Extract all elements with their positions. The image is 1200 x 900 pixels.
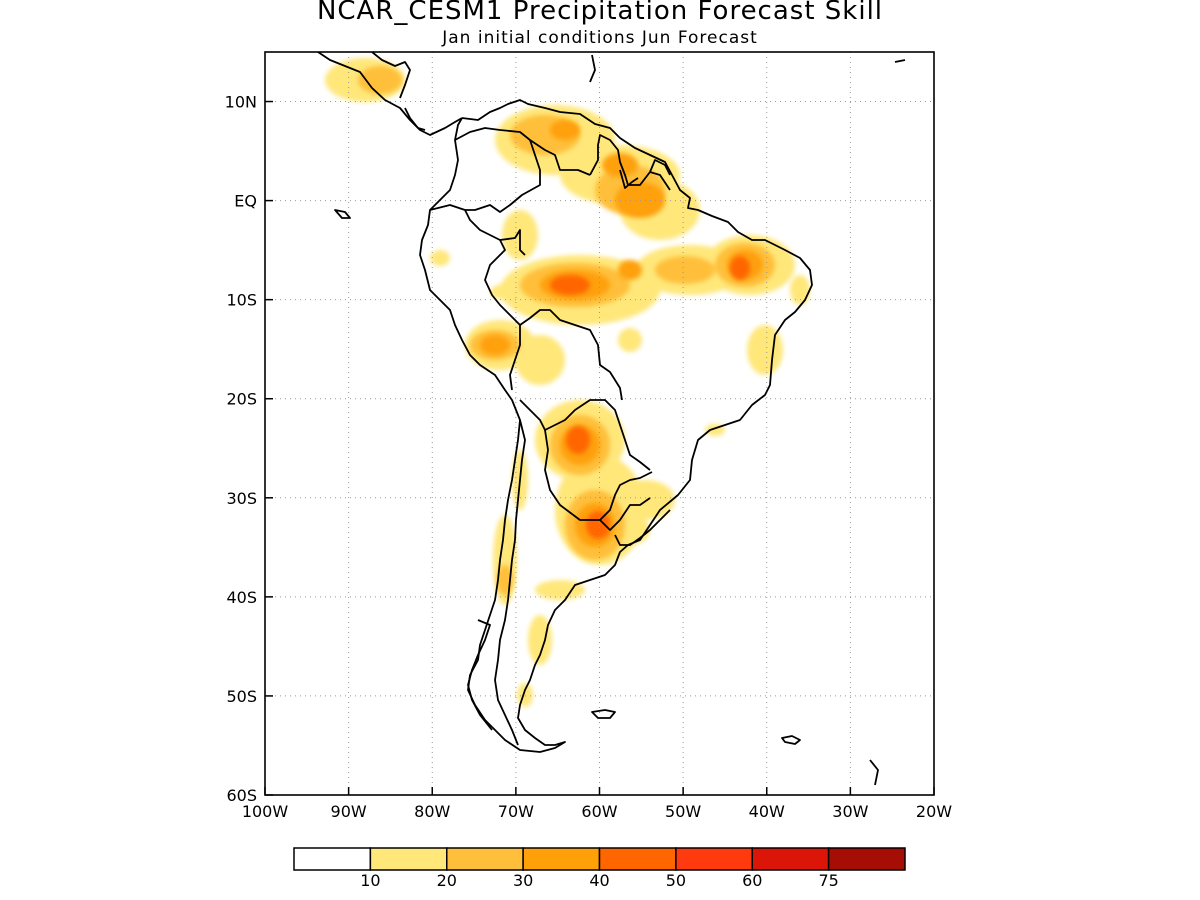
lon-tick-label: 50W [665, 802, 701, 821]
colorbar-swatch [827, 847, 906, 871]
colorbar-swatch [675, 847, 753, 871]
chart-title: NCAR_CESM1 Precipitation Forecast Skill [316, 0, 884, 26]
lat-tick-label: 20S [226, 390, 257, 409]
lon-tick-label: 60W [581, 802, 617, 821]
lon-tick-label: 70W [498, 802, 534, 821]
colorbar-label: 40 [589, 871, 609, 890]
lon-tick-label: 80W [414, 802, 450, 821]
colorbar-label: 60 [742, 871, 762, 890]
lat-tick-label: 40S [226, 588, 257, 607]
colorbar: 10 20 30 40 50 60 75 [293, 847, 906, 890]
colorbar-label: 50 [666, 871, 686, 890]
lon-tick-label: 40W [749, 802, 785, 821]
lat-tick-label: 50S [226, 687, 257, 706]
lat-tick-label: EQ [234, 192, 257, 211]
colorbar-label: 30 [513, 871, 533, 890]
colorbar-swatch [446, 847, 524, 871]
colorbar-swatch [522, 847, 601, 871]
lat-tick-label: 60S [226, 786, 257, 805]
lon-tick-label: 30W [832, 802, 868, 821]
lon-tick-label: 20W [916, 802, 952, 821]
colorbar-swatch [369, 847, 448, 871]
colorbar-label: 10 [360, 871, 380, 890]
skill-shading [325, 58, 810, 707]
colorbar-swatch [598, 847, 677, 871]
colorbar-label: 20 [437, 871, 457, 890]
lon-tick-label: 100W [242, 802, 289, 821]
colorbar-swatch [293, 847, 372, 871]
colorbar-label: 75 [818, 871, 838, 890]
lon-tick-label: 90W [331, 802, 367, 821]
lat-tick-label: 30S [226, 489, 257, 508]
lat-tick-label: 10S [226, 291, 257, 310]
colorbar-swatch [751, 847, 830, 871]
coastlines [317, 52, 906, 786]
lon-axis: 100W 90W 80W 70W 60W 50W 40W 30W 20W [242, 787, 952, 821]
lat-axis: 10N EQ 10S 20S 30S 40S 50S 60S [225, 93, 273, 805]
chart-subtitle: Jan initial conditions Jun Forecast [442, 28, 758, 48]
lat-tick-label: 10N [225, 93, 257, 112]
